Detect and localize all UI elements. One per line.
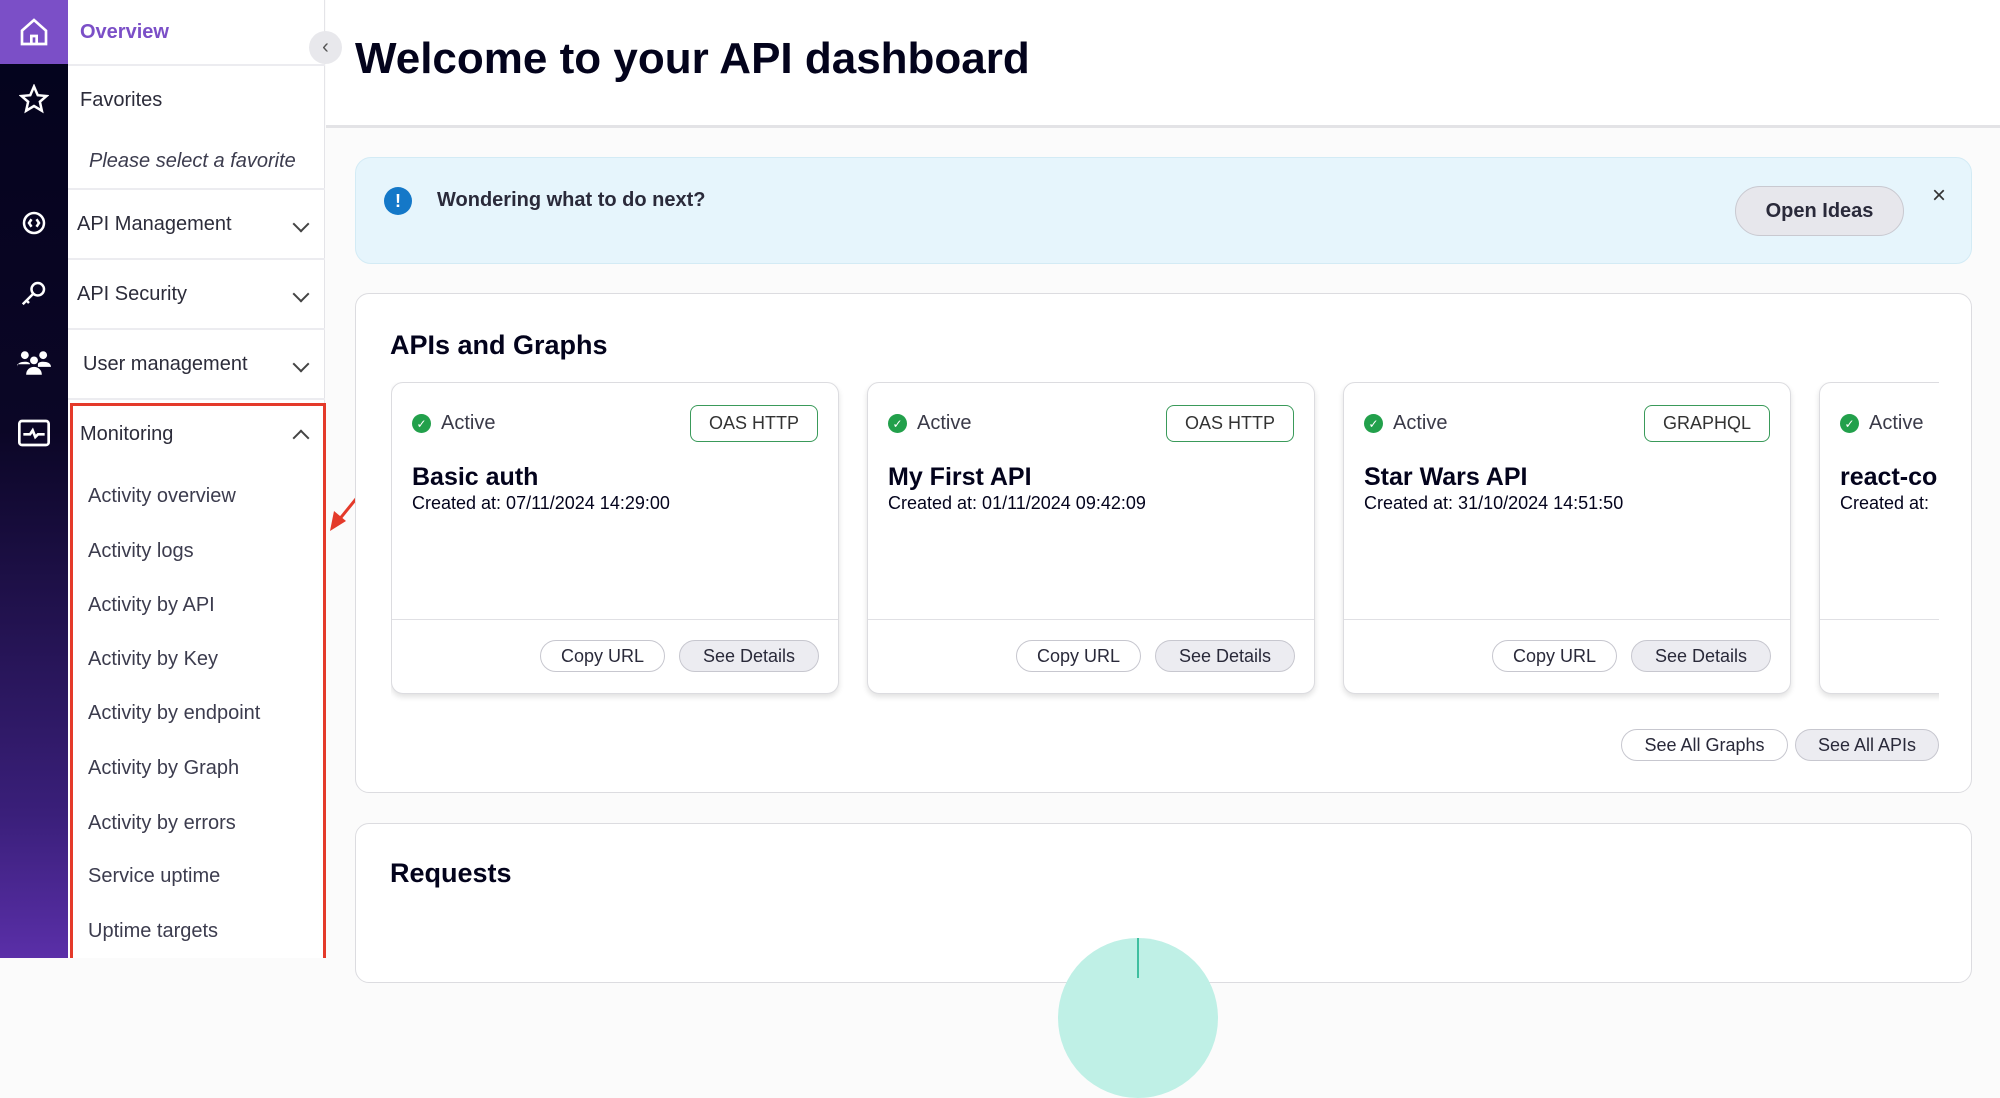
- section-label: API Management: [77, 212, 232, 235]
- home-icon[interactable]: [0, 0, 68, 64]
- api-type-badge: GRAPHQL: [1643, 405, 1770, 442]
- see-all-apis-button[interactable]: See All APIs: [1795, 729, 1939, 761]
- sidebar-item-user-management[interactable]: User management: [68, 328, 325, 398]
- open-ideas-button[interactable]: Open Ideas: [1735, 186, 1904, 236]
- check-circle-icon: ✓: [1364, 414, 1383, 433]
- copy-url-button[interactable]: Copy URL: [540, 640, 665, 672]
- star-icon[interactable]: [0, 74, 68, 124]
- chevron-down-icon: [292, 355, 310, 373]
- card-divider: [868, 619, 1314, 620]
- api-name: react-co: [1840, 463, 1938, 491]
- sidebar-item-api-security[interactable]: API Security: [68, 258, 325, 328]
- see-details-button[interactable]: See Details: [1631, 640, 1771, 672]
- see-details-button[interactable]: See Details: [1155, 640, 1295, 672]
- chevron-left-icon: ‹: [322, 36, 329, 58]
- api-name: My First API: [888, 463, 1032, 491]
- status-badge: ✓ Active: [1364, 412, 1447, 435]
- apis-graphs-panel: APIs and Graphs ✓ Active OAS HTTP Basic a…: [355, 293, 1972, 793]
- section-label: API Security: [77, 282, 188, 305]
- section-title: APIs and Graphs: [390, 330, 608, 360]
- status-text: Active: [917, 412, 972, 434]
- card-divider: [1344, 619, 1790, 620]
- users-icon[interactable]: [0, 338, 68, 388]
- status-text: Active: [441, 412, 496, 434]
- sidebar-subitem[interactable]: Activity by API: [88, 594, 215, 616]
- sidebar-item-monitoring[interactable]: Monitoring: [68, 398, 325, 468]
- see-all-graphs-button[interactable]: See All Graphs: [1621, 729, 1788, 761]
- banner-text: Wondering what to do next?: [437, 189, 706, 211]
- api-created: Created at: 07/11/2024 14:29:00: [412, 493, 670, 513]
- monitoring-highlight-box: [70, 403, 326, 958]
- api-name: Basic auth: [412, 463, 539, 491]
- key-icon[interactable]: [0, 268, 68, 318]
- sidebar-subitem[interactable]: Activity by Key: [88, 648, 219, 670]
- status-badge: ✓ Active: [1840, 412, 1923, 435]
- api-created: Created at: 01/11/2024 09:42:09: [888, 493, 1146, 513]
- sidebar-subitem[interactable]: Activity by endpoint: [88, 702, 261, 724]
- requests-chart-marker: [1137, 938, 1139, 978]
- sidebar-subitem[interactable]: Uptime targets: [88, 920, 219, 942]
- monitor-pulse-icon[interactable]: [0, 408, 68, 458]
- check-circle-icon: ✓: [1840, 414, 1859, 433]
- api-card[interactable]: ✓ Active OAS HTTP My First API Created at…: [867, 382, 1315, 694]
- sidebar: Overview Favorites Please select a favor…: [68, 0, 325, 958]
- close-icon[interactable]: ×: [1932, 182, 1947, 209]
- sidebar-subitem[interactable]: Service uptime: [88, 865, 221, 887]
- status-badge: ✓ Active: [888, 412, 971, 435]
- section-label: User management: [83, 352, 248, 375]
- status-badge: ✓ Active: [412, 412, 495, 435]
- sidebar-subitem[interactable]: Activity by Graph: [88, 757, 240, 779]
- ideas-banner: ! Wondering what to do next? Open Ideas …: [355, 157, 1972, 264]
- copy-url-button[interactable]: Copy URL: [1016, 640, 1141, 672]
- sidebar-item-api-management[interactable]: API Management: [68, 188, 325, 258]
- api-type-badge: OAS HTTP: [689, 405, 818, 442]
- card-divider: [1820, 619, 1939, 620]
- api-gear-icon[interactable]: [0, 198, 68, 248]
- section-title: Requests: [390, 858, 512, 888]
- copy-url-button[interactable]: Copy URL: [1492, 640, 1617, 672]
- info-icon: !: [384, 187, 412, 215]
- sidebar-subitem[interactable]: Activity by errors: [88, 812, 236, 834]
- status-text: Active: [1869, 412, 1924, 434]
- api-created: Created at:: [1840, 493, 1930, 513]
- chevron-down-icon: [292, 285, 310, 303]
- icon-rail: [0, 0, 68, 958]
- section-label: Monitoring: [80, 422, 174, 445]
- status-text: Active: [1393, 412, 1448, 434]
- sidebar-subitem[interactable]: Activity logs: [88, 540, 194, 562]
- sidebar-item-favorites[interactable]: Favorites: [68, 64, 325, 134]
- favorites-empty-text: Please select a favorite: [89, 149, 296, 172]
- api-name: Star Wars API: [1364, 463, 1528, 491]
- api-type-badge: OAS HTTP: [1165, 405, 1294, 442]
- chevron-down-icon: [292, 215, 310, 233]
- api-card[interactable]: ✓ Active GRAPHQL Star Wars API Created at…: [1343, 382, 1791, 694]
- see-details-button[interactable]: See Details: [679, 640, 819, 672]
- page-title: Welcome to your API dashboard: [355, 34, 1030, 83]
- check-circle-icon: ✓: [412, 414, 431, 433]
- card-divider: [392, 619, 838, 620]
- sidebar-subitem[interactable]: Activity overview: [88, 485, 236, 507]
- api-card[interactable]: ✓ Active react-co Created at:: [1819, 382, 1939, 694]
- collapse-sidebar-button[interactable]: ‹: [309, 31, 342, 64]
- requests-panel: Requests: [355, 823, 1972, 1098]
- api-card[interactable]: ✓ Active OAS HTTP Basic auth Created at: …: [391, 382, 839, 694]
- api-cards-carousel[interactable]: ✓ Active OAS HTTP Basic auth Created at: …: [391, 382, 1939, 702]
- check-circle-icon: ✓: [888, 414, 907, 433]
- api-created: Created at: 31/10/2024 14:51:50: [1364, 493, 1624, 513]
- page-header: Welcome to your API dashboard: [326, 0, 2000, 128]
- sidebar-item-overview[interactable]: Overview: [80, 20, 169, 43]
